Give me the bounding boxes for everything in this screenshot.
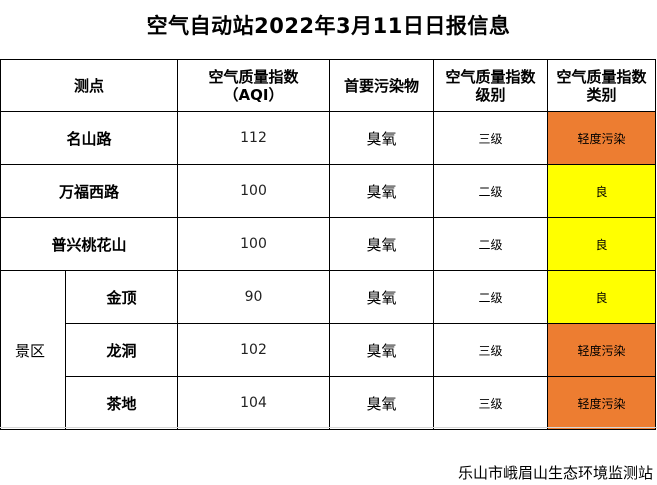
group-label: 景区 xyxy=(0,270,66,430)
primary-pollutant: 臭氧 xyxy=(329,111,434,165)
aqi-value: 102 xyxy=(177,323,330,377)
aqi-category: 良 xyxy=(547,270,656,324)
aqi-category: 良 xyxy=(547,217,656,271)
aqi-category: 良 xyxy=(547,164,656,218)
primary-pollutant: 臭氧 xyxy=(329,164,434,218)
aqi-level: 三级 xyxy=(433,111,548,165)
footer-divider xyxy=(0,427,657,428)
table-row: 茶地 104 臭氧 三级 轻度污染 xyxy=(1,376,656,430)
site-name: 万福西路 xyxy=(0,164,178,218)
table-row: 龙洞 102 臭氧 三级 轻度污染 xyxy=(1,323,656,377)
aqi-level: 二级 xyxy=(433,217,548,271)
table-row: 名山路 112 臭氧 三级 轻度污染 xyxy=(0,111,656,165)
header-category-line1: 空气质量指数 xyxy=(556,67,647,86)
aqi-level: 二级 xyxy=(433,164,548,218)
header-level: 空气质量指数 级别 xyxy=(433,59,548,112)
footer-source: 乐山市峨眉山生态环境监测站 xyxy=(457,464,653,482)
primary-pollutant: 臭氧 xyxy=(329,323,434,377)
aqi-category: 轻度污染 xyxy=(547,111,656,165)
header-category-line2: 类别 xyxy=(586,85,617,104)
header-row: 测点 空气质量指数 （AQI） 首要污染物 空气质量指数 级别 空气质量指数 类… xyxy=(0,59,656,112)
table-row: 万福西路 100 臭氧 二级 良 xyxy=(0,164,656,218)
header-aqi-line1: 空气质量指数 xyxy=(208,67,299,86)
primary-pollutant: 臭氧 xyxy=(329,217,434,271)
site-name: 普兴桃花山 xyxy=(0,217,178,271)
aqi-category: 轻度污染 xyxy=(547,323,656,377)
aqi-level: 二级 xyxy=(433,270,548,324)
aqi-category: 轻度污染 xyxy=(547,376,656,430)
primary-pollutant: 臭氧 xyxy=(329,270,434,324)
table-row: 景区 金顶 90 臭氧 二级 良 xyxy=(0,270,656,430)
aqi-level: 三级 xyxy=(433,323,548,377)
site-name: 名山路 xyxy=(0,111,178,165)
header-pollutant: 首要污染物 xyxy=(329,59,434,112)
header-site: 测点 xyxy=(0,59,178,112)
aqi-value: 100 xyxy=(177,217,330,271)
header-aqi-line2: （AQI） xyxy=(223,85,284,104)
header-category: 空气质量指数 类别 xyxy=(547,59,656,112)
aqi-value: 112 xyxy=(177,111,330,165)
header-aqi: 空气质量指数 （AQI） xyxy=(177,59,330,112)
aqi-value: 100 xyxy=(177,164,330,218)
aqi-value: 104 xyxy=(177,376,330,430)
aqi-table: 测点 空气质量指数 （AQI） 首要污染物 空气质量指数 级别 空气质量指数 类… xyxy=(0,59,656,430)
header-level-line1: 空气质量指数 xyxy=(445,67,536,86)
site-name: 茶地 xyxy=(65,376,178,430)
site-name: 金顶 xyxy=(65,270,178,324)
report-title: 空气自动站2022年3月11日日报信息 xyxy=(146,14,511,38)
table-row: 普兴桃花山 100 臭氧 二级 良 xyxy=(0,217,656,271)
aqi-value: 90 xyxy=(177,270,330,324)
header-level-line2: 级别 xyxy=(475,85,506,104)
site-name: 龙洞 xyxy=(65,323,178,377)
primary-pollutant: 臭氧 xyxy=(329,376,434,430)
aqi-level: 三级 xyxy=(433,376,548,430)
